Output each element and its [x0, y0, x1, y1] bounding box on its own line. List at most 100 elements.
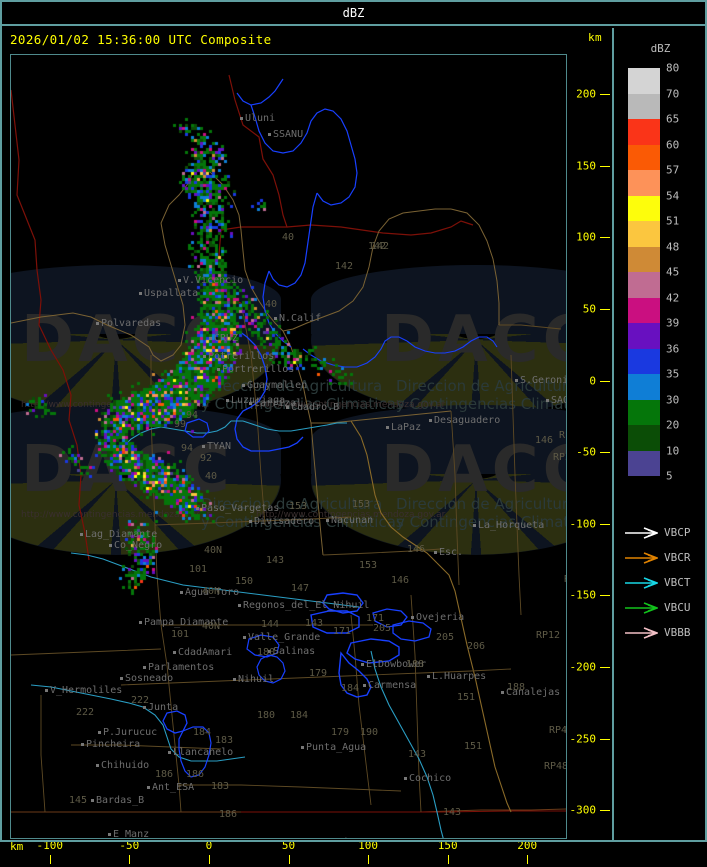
route-label: 92: [200, 453, 213, 464]
place-marker: [363, 684, 366, 687]
colorbar-label-10: 10: [666, 444, 680, 457]
colorbar-label-65: 65: [666, 112, 680, 126]
place-marker: [96, 764, 99, 767]
colorbar-label-54: 54: [666, 189, 680, 202]
route-label: 146: [535, 435, 554, 446]
y-axis-tick: [600, 595, 610, 597]
route-label: 184: [341, 683, 360, 694]
place-label: SSANU: [273, 129, 304, 140]
wind-arrow-icon: [625, 526, 658, 539]
route-label: 40: [282, 232, 295, 243]
route-label: 142: [371, 241, 390, 252]
place-marker: [209, 337, 212, 340]
route-label: 146: [391, 575, 410, 586]
y-axis-tick: [600, 523, 610, 525]
route-label: 144: [261, 619, 280, 630]
place-label: Lag_Diamante: [85, 529, 158, 540]
place-marker: [301, 746, 304, 749]
route-label: 143: [305, 618, 324, 629]
colorbar-segment-51: [628, 221, 660, 247]
km-unit-label-top: km: [587, 31, 602, 44]
arrow-legend-label: VBCP: [664, 526, 691, 539]
route-label: 151: [457, 692, 476, 703]
colorbar-segment-60: [628, 144, 660, 170]
place-marker: [196, 507, 199, 510]
place-marker: [80, 533, 83, 536]
place-marker: [217, 368, 220, 371]
colorbar-label-80: 80: [666, 61, 680, 75]
route-label: 186: [186, 769, 205, 780]
legend-pane: dBZ 80 70 65 60 57 54 51 48 45 42 39 36 35 30 20 10 5 VB…: [612, 28, 705, 840]
place-label: V.Vicencio: [183, 275, 244, 286]
x-axis-label--50: -50: [119, 839, 140, 852]
route-label: 40N: [204, 545, 223, 556]
wind-arrow-icon: [625, 551, 658, 564]
route-label: 179: [331, 727, 350, 738]
place-label: Sosneado: [125, 673, 174, 684]
route-label: RP3: [553, 452, 566, 463]
place-label: Agua_Toro: [185, 587, 240, 598]
colorbar-label-20: 20: [666, 418, 680, 432]
y-axis-tick: [600, 94, 610, 96]
route-label: 179: [309, 668, 328, 679]
colorbar[interactable]: [628, 68, 660, 476]
place-label: Canalejas: [506, 687, 561, 698]
route-label: 183: [215, 735, 234, 746]
route-label: 143: [408, 749, 427, 760]
place-marker: [242, 384, 245, 387]
place-marker: [108, 833, 111, 836]
colorbar-label-36: 36: [666, 342, 680, 355]
route-label: 94: [181, 443, 194, 454]
colorbar-segment-65: [628, 119, 660, 145]
place-label: Chihuido: [101, 760, 150, 771]
place-marker: [98, 731, 101, 734]
place-marker: [268, 133, 271, 136]
x-axis-tick: [527, 855, 529, 864]
route-label: 153: [359, 560, 378, 571]
place-label: TYAN: [207, 441, 232, 452]
place-marker: [109, 544, 112, 547]
place-marker: [473, 524, 476, 527]
place-marker: [515, 379, 518, 382]
place-label: V_Hermoliles: [50, 685, 123, 696]
x-axis-label-50: 50: [281, 839, 296, 852]
place-label: Regonos_del_El_Nihuil: [243, 600, 370, 611]
x-axis-tick: [368, 855, 370, 864]
route-label: RP3: [559, 430, 566, 441]
x-axis-label-200: 200: [517, 839, 538, 852]
arrow-legend-item-vbct: VBCT: [624, 570, 707, 595]
route-label: 188: [406, 659, 425, 670]
place-label: Divisadero: [254, 516, 315, 527]
colorbar-segment-10: [628, 450, 660, 476]
route-label: 153: [289, 501, 308, 512]
colorbar-label-70: 70: [666, 87, 680, 100]
place-marker: [203, 355, 206, 358]
route-label: 183: [211, 781, 230, 792]
colorbar-label-60: 60: [666, 138, 680, 151]
place-label: Cochico: [409, 773, 452, 784]
arrow-legend-label: VBCU: [664, 601, 691, 614]
place-marker: [45, 689, 48, 692]
colorbar-label-48: 48: [666, 240, 680, 253]
place-marker: [546, 399, 549, 402]
radar-echo-layer: [11, 55, 566, 838]
x-axis-tick: [49, 855, 51, 864]
place-marker: [173, 651, 176, 654]
place-marker: [178, 279, 181, 282]
radar-plot-area[interactable]: DACC DACC DACC DACC Direccion de Agricul…: [10, 54, 567, 839]
route-label: 150: [235, 576, 254, 587]
place-label: Ovejeria: [416, 612, 465, 623]
place-marker: [91, 799, 94, 802]
y-axis-tick: [600, 237, 610, 239]
route-label: 101: [189, 564, 208, 575]
y-axis-tick: [600, 810, 610, 812]
route-label: 206: [467, 641, 486, 652]
colorbar-segment-70: [628, 93, 660, 119]
scan-timestamp-label: 2026/01/02 15:36:00 UTC Composite: [10, 31, 272, 47]
place-marker: [434, 551, 437, 554]
place-label: Llancanelo: [173, 747, 234, 758]
place-label: Parlamentos: [148, 662, 215, 673]
route-label: 146: [407, 544, 426, 555]
route-label: RP48: [549, 725, 567, 736]
place-marker: [147, 786, 150, 789]
